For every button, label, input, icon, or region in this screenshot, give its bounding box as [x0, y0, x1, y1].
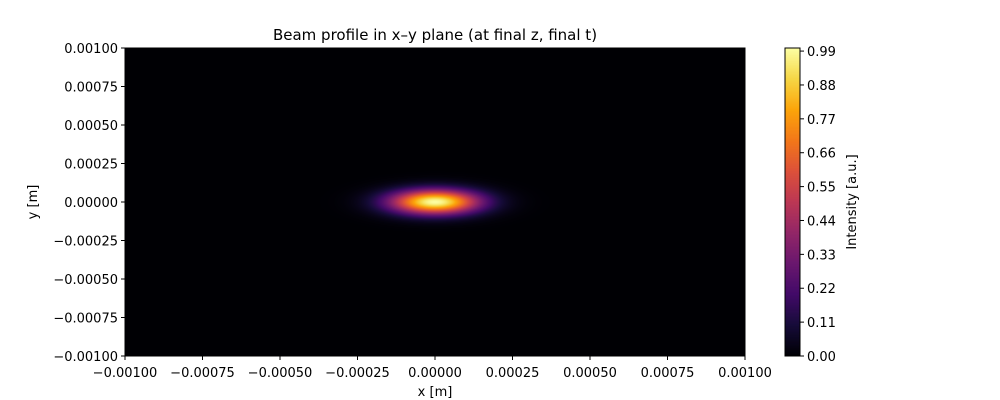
- colorbar-tick-label: 0.00: [807, 350, 836, 365]
- x-tick-label: 0.00025: [486, 366, 540, 381]
- colorbar-tick-label: 0.88: [807, 79, 836, 94]
- colorbar-frame: [784, 47, 801, 357]
- y-tick-label: −0.00050: [53, 273, 118, 288]
- colorbar-tick-label: 0.33: [807, 248, 836, 263]
- x-tick-label: −0.00050: [248, 366, 313, 381]
- x-tick-label: −0.00100: [93, 366, 158, 381]
- chart-title: Beam profile in x–y plane (at final z, f…: [273, 26, 597, 44]
- x-tick-label: 0.00050: [563, 366, 617, 381]
- x-axis-label: x [m]: [418, 385, 453, 400]
- y-tick-label: −0.00025: [53, 235, 118, 250]
- y-tick-label: 0.00000: [64, 196, 118, 211]
- heatmap-image-container: [125, 48, 745, 356]
- y-axis-label: y [m]: [26, 185, 41, 220]
- colorbar-label: Intensity [a.u.]: [845, 154, 860, 249]
- y-tick-label: −0.00100: [53, 350, 118, 365]
- x-tick-label: −0.00075: [170, 366, 235, 381]
- y-tick-label: −0.00075: [53, 312, 118, 327]
- y-tick-label: 0.00100: [64, 42, 118, 57]
- x-tick-label: 0.00075: [641, 366, 695, 381]
- colorbar-image: [785, 48, 800, 356]
- colorbar-tick-label: 0.77: [807, 113, 836, 128]
- y-tick-label: 0.00025: [64, 158, 118, 173]
- heatmap-image: [125, 48, 745, 356]
- y-tick-label: 0.00050: [64, 119, 118, 134]
- y-tick-label: 0.00075: [64, 81, 118, 96]
- x-tick-label: 0.00000: [408, 366, 462, 381]
- colorbar-tick-label: 0.22: [807, 282, 836, 297]
- colorbar-image-container: [785, 48, 800, 356]
- colorbar-tick-label: 0.66: [807, 147, 836, 162]
- x-axis-ticks: −0.00100 −0.00075 −0.00050 −0.00025 0.00000 0…: [93, 356, 772, 381]
- colorbar-tick-label: 0.55: [807, 181, 836, 196]
- colorbar-tick-label: 0.44: [807, 214, 836, 229]
- colorbar-tick-label: 0.99: [807, 45, 836, 60]
- colorbar-tick-label: 0.11: [807, 316, 836, 331]
- y-axis-ticks: 0.00100 0.00075 0.00050 0.00025 0.00000 −0.00…: [53, 42, 125, 365]
- x-tick-label: 0.00100: [718, 366, 772, 381]
- x-tick-label: −0.00025: [325, 366, 390, 381]
- colorbar-ticks: 0.00 0.11 0.22 0.33 0.44 0.55 0.66 0.77 0.88 0.99: [800, 45, 836, 365]
